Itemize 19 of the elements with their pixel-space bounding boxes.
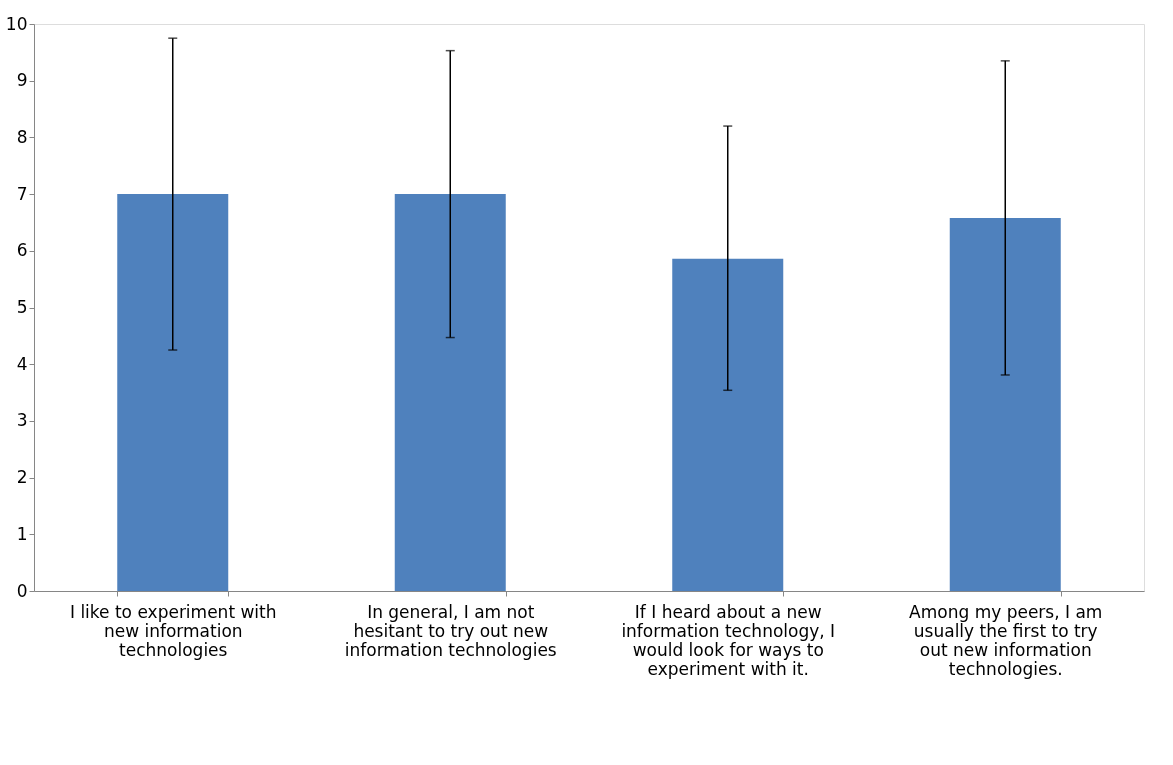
y-tick-label: 10 [5,13,28,34]
x-tick-label: In general, I am not hesitant to try out new information technologies [344,601,557,660]
bar [672,258,784,591]
y-tick-label: 0 [16,580,28,601]
y-tick-label: 4 [16,353,28,374]
bar [394,194,506,591]
y-tick-label: 1 [16,523,28,544]
y-tick-label: 6 [16,240,28,261]
y-tick-label: 8 [16,126,28,147]
y-tick-label: 2 [16,467,28,488]
y-tick-label: 5 [16,297,28,317]
x-tick-label: Among my peers, I am usually the first to try out new information technologies. [909,601,1103,679]
y-tick-label: 7 [16,183,28,204]
bar [117,194,229,591]
x-tick-label: If I heard about a new information technology, I would look for ways to experiment with it. [621,601,836,679]
y-tick-label: 3 [16,410,28,431]
x-tick-label: I like to experiment with new information technologies [69,601,277,660]
y-tick-label: 9 [16,70,28,91]
bar [949,217,1061,591]
